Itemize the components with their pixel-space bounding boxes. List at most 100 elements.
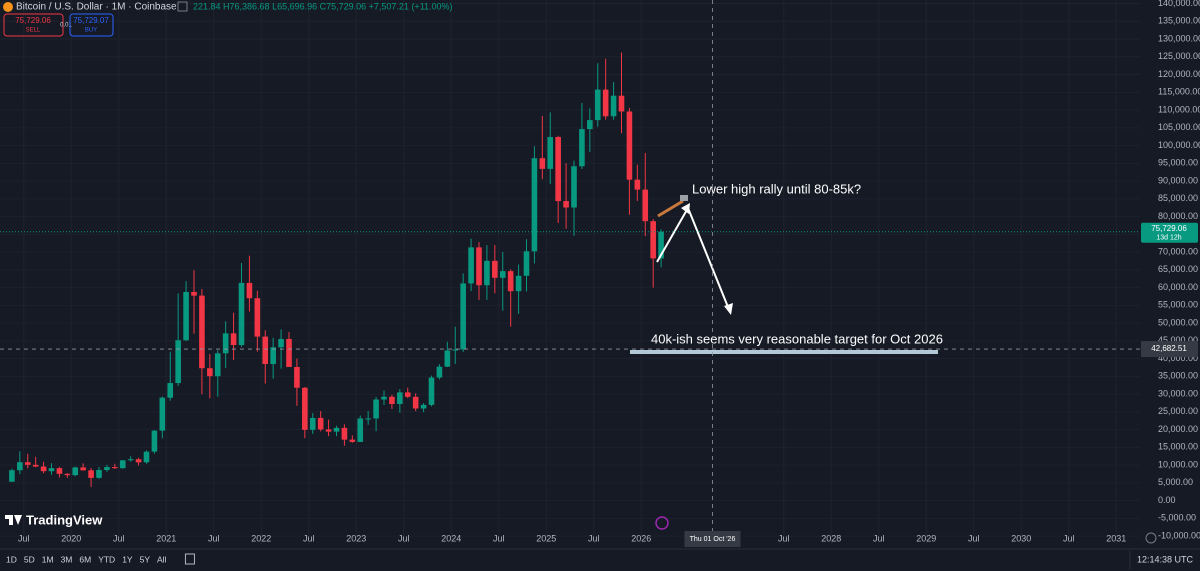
x-tick-label: 2021 xyxy=(156,533,176,543)
y-tick-label: -10,000.00 xyxy=(1158,530,1200,540)
crosshair-y-tag xyxy=(1141,341,1198,358)
y-tick-label: 25,000.00 xyxy=(1158,406,1198,416)
candle-body xyxy=(270,347,276,364)
x-tick-label: Jul xyxy=(303,533,315,543)
candle-body xyxy=(9,470,15,482)
x-tick-label: Jul xyxy=(1063,533,1075,543)
symbol-icon xyxy=(3,2,13,12)
buy-label: BUY xyxy=(85,28,97,34)
candle-body xyxy=(531,158,538,252)
range-button[interactable]: 6M xyxy=(79,554,91,564)
candle-body xyxy=(602,89,609,117)
candle-body xyxy=(420,404,427,409)
candle-body xyxy=(96,470,102,478)
candle-body xyxy=(460,283,466,350)
candle-body xyxy=(17,462,23,471)
candle-body xyxy=(151,430,158,452)
hammer-icon xyxy=(657,199,684,218)
candle-body xyxy=(468,247,474,284)
candle-body xyxy=(135,459,142,463)
range-button[interactable]: 3M xyxy=(61,554,73,564)
candle-body xyxy=(476,247,482,286)
range-button[interactable]: YTD xyxy=(98,554,115,564)
calendar-icon[interactable] xyxy=(184,553,195,565)
candle-body xyxy=(499,271,506,278)
y-tick-label: 45,000.00 xyxy=(1158,335,1198,345)
candle-body xyxy=(72,467,79,476)
x-tick-label: 2024 xyxy=(441,533,461,543)
candle-body xyxy=(523,251,530,276)
x-tick-label: 2020 xyxy=(61,533,81,543)
candle-body xyxy=(365,418,371,420)
y-tick-label: 140,000.00 xyxy=(1158,0,1200,8)
order-size[interactable]: 0.01 xyxy=(60,23,72,29)
event-icon[interactable] xyxy=(655,516,669,530)
range-button[interactable]: 1D xyxy=(6,554,17,564)
y-tick-label: 20,000.00 xyxy=(1158,424,1198,434)
candle-body xyxy=(436,366,443,378)
ohlc-line: 221.84 H76,386.68 L65,696.96 C75,729.06 … xyxy=(193,1,453,11)
marks xyxy=(9,52,664,487)
candle-body xyxy=(207,368,213,377)
buy-button[interactable] xyxy=(69,13,114,37)
x-tick-label: Jul xyxy=(873,533,885,543)
x-tick-label: Jul xyxy=(968,533,980,543)
clock: 12:14:38 UTC xyxy=(1137,554,1194,564)
symbol-title[interactable]: Bitcoin / U.S. Dollar · 1M · Coinbase xyxy=(16,2,177,13)
target-line xyxy=(630,350,938,354)
range-button[interactable]: 1M xyxy=(42,554,54,564)
candle-body xyxy=(24,462,31,465)
y-tick-label: 85,000.00 xyxy=(1158,193,1198,203)
candle-body xyxy=(191,291,197,296)
candle-body xyxy=(507,271,514,292)
y-tick-label: -5,000.00 xyxy=(1158,513,1196,523)
y-tick-label: 115,000.00 xyxy=(1158,87,1200,97)
candle-body xyxy=(317,417,324,430)
y-tick-label: 5,000.00 xyxy=(1158,477,1193,487)
x-tick-label: 2031 xyxy=(1106,533,1126,543)
y-tick-label: 105,000.00 xyxy=(1158,122,1200,132)
candle-body xyxy=(88,470,94,478)
candle-body xyxy=(634,179,641,190)
y-tick-label: 100,000.00 xyxy=(1158,140,1200,150)
candle-body xyxy=(492,260,498,278)
candle-body xyxy=(159,397,166,431)
settings-icon[interactable] xyxy=(1145,532,1157,544)
y-tick-label: 50,000.00 xyxy=(1158,317,1198,327)
x-tick-label: Jul xyxy=(398,533,410,543)
y-tick-label: 40,000.00 xyxy=(1158,353,1198,363)
sell-button[interactable] xyxy=(3,13,64,37)
y-tick-label: 110,000.00 xyxy=(1158,104,1200,114)
arrow-head xyxy=(681,203,690,214)
range-button[interactable]: 5D xyxy=(24,554,35,564)
y-tick-label: 10,000.00 xyxy=(1158,459,1198,469)
crosshair-y-label: 42,682.51 xyxy=(1151,344,1187,353)
candle-body xyxy=(80,467,86,471)
y-tick-label: 90,000.00 xyxy=(1158,175,1198,185)
candle-body xyxy=(412,396,419,409)
y-tick-label: 120,000.00 xyxy=(1158,69,1200,79)
y-tick-label: 70,000.00 xyxy=(1158,246,1198,256)
settings-icon[interactable] xyxy=(177,1,188,12)
y-tick-label: 130,000.00 xyxy=(1158,33,1200,43)
range-button[interactable]: 5Y xyxy=(140,554,151,564)
candle-body xyxy=(357,418,364,442)
y-tick-label: 135,000.00 xyxy=(1158,16,1200,26)
candle-body xyxy=(452,349,459,351)
candle-body xyxy=(214,353,221,377)
range-button[interactable]: 1Y xyxy=(122,554,133,564)
y-tick-label: 125,000.00 xyxy=(1158,51,1200,61)
candle-body xyxy=(650,221,656,259)
y-tick-label: 15,000.00 xyxy=(1158,442,1198,452)
candle-body xyxy=(119,460,126,469)
y-tick-label: 35,000.00 xyxy=(1158,371,1198,381)
candle-body xyxy=(64,473,71,476)
hammer-icon xyxy=(680,195,688,201)
y-tick-label: 80,000.00 xyxy=(1158,211,1198,221)
sell-label: SELL xyxy=(26,28,41,34)
brand-logo xyxy=(5,515,22,525)
candle-body xyxy=(167,383,174,398)
range-button[interactable]: All xyxy=(157,554,167,564)
candle-body xyxy=(238,282,245,346)
candle-body xyxy=(389,396,395,404)
